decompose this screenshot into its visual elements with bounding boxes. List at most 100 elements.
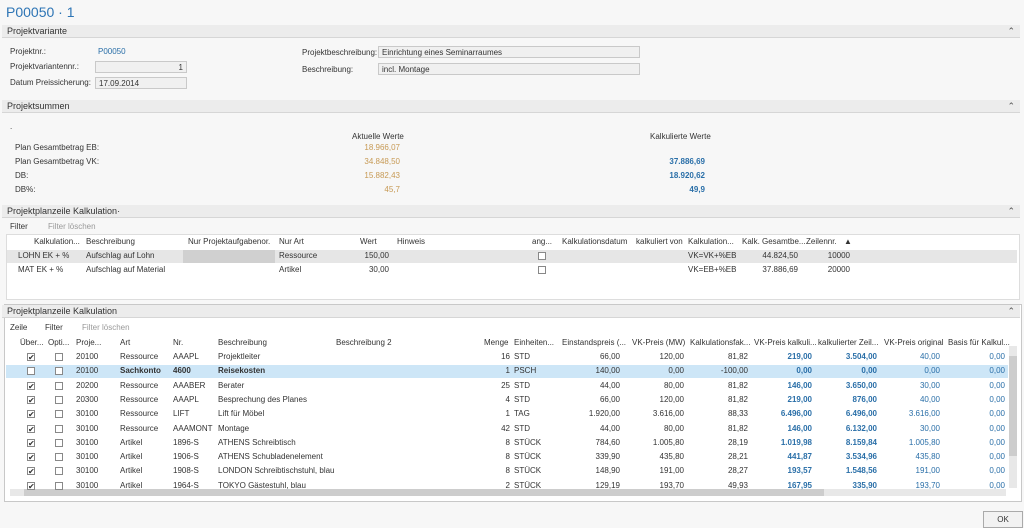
grid-cell: 20300	[76, 394, 99, 404]
checkbox[interactable]	[55, 453, 63, 462]
section-header[interactable]: Projektplanzeile Kalkulation· ⌃	[2, 205, 1020, 218]
checkbox[interactable]	[55, 410, 63, 419]
grid-cell: 0,00	[668, 366, 684, 376]
checkbox[interactable]	[55, 438, 63, 447]
field-link[interactable]: P00050	[98, 47, 126, 56]
toolbar-button[interactable]: Filter löschen	[82, 323, 130, 332]
grid-cell: 30,00	[919, 423, 940, 433]
column-header: Beschreibung	[86, 237, 135, 246]
checkbox[interactable]: ✔	[27, 438, 35, 448]
grid-cell: Artikel	[120, 466, 143, 476]
grid-cell: 876,00	[852, 394, 877, 404]
checkbox[interactable]	[55, 481, 63, 490]
toolbar-button[interactable]: Zeile	[10, 323, 28, 332]
grid-cell: 81,82	[727, 352, 748, 361]
column-header: Nur Projektaufgabenor.	[188, 237, 271, 246]
ok-button[interactable]: OK	[983, 511, 1023, 528]
column-header: VK-Preis original	[884, 338, 944, 347]
checkbox[interactable]	[55, 424, 63, 433]
grid-cell: 6.496,00	[780, 409, 812, 419]
section-header[interactable]: Projektsummen ⌃	[2, 100, 1020, 113]
grid-cell: Ressource	[120, 394, 159, 404]
sum-calculated: 37.886,69	[669, 157, 705, 166]
toolbar-button[interactable]: Filter	[10, 222, 28, 231]
grid-cell: 20200	[76, 380, 99, 390]
grid-cell: 1.920,00	[588, 409, 620, 419]
checkbox[interactable]	[55, 381, 63, 390]
grid-cell: 81,82	[727, 380, 748, 390]
grid-cell: 129,19	[595, 480, 620, 490]
toolbar-button[interactable]: Filter	[45, 323, 63, 332]
grid-cell: 0,00	[989, 452, 1005, 462]
column-header: Einheiten...	[514, 338, 555, 347]
checkbox[interactable]: ✔	[27, 353, 35, 362]
grid-cell: 191,00	[915, 466, 940, 476]
grid-cell: 3.616,00	[652, 409, 684, 419]
grid-cell: Ressource	[120, 423, 159, 433]
field-value: 17.09.2014	[95, 77, 187, 89]
grid-cell: 1896-S	[173, 437, 199, 447]
toolbar-button[interactable]: Filter löschen	[48, 222, 96, 231]
grid-cell: 191,00	[659, 466, 684, 476]
sum-current: 15.882,43	[364, 171, 400, 180]
checkbox[interactable]: ✔	[27, 467, 35, 477]
column-header: Nr.	[173, 338, 184, 347]
checkbox[interactable]	[55, 467, 63, 476]
checkbox[interactable]	[538, 252, 546, 260]
grid-cell: Aufschlag auf Lohn	[86, 251, 155, 260]
grid-cell: VK=VK+%EB	[688, 251, 737, 260]
grid-cell: 0,00	[989, 352, 1005, 361]
grid-cell: 1.005,80	[652, 437, 684, 447]
grid-cell: 66,00	[599, 394, 620, 404]
grid-cell: TOKYO Gästestuhl, blau	[218, 480, 306, 490]
grid-cell: 20100	[76, 366, 99, 376]
section-title: Projektplanzeile Kalkulation·	[7, 206, 121, 216]
grid-cell: 120,00	[659, 352, 684, 361]
checkbox[interactable]: ✔	[27, 381, 35, 391]
grid-cell: 4	[505, 394, 510, 404]
section-title: Projektvariante	[7, 26, 68, 36]
column-header: Beschreibung	[218, 338, 267, 347]
grid-cell: 140,00	[595, 366, 620, 376]
column-header: Einstandspreis (...	[562, 338, 627, 347]
grid-cell: Artikel	[120, 437, 143, 447]
grid-cell: ATHENS Schubladenelement	[218, 452, 323, 462]
checkbox[interactable]: ✔	[27, 481, 35, 491]
checkbox[interactable]: ✔	[27, 424, 35, 434]
column-header: Proje...	[76, 338, 102, 347]
checkbox[interactable]: ✔	[27, 410, 35, 420]
grid-cell: STÜCK	[514, 452, 542, 462]
grid-cell: STD	[514, 394, 530, 404]
grid-cell: 150,00	[364, 251, 389, 260]
grid-cell: 6.496,00	[845, 409, 877, 419]
checkbox[interactable]	[55, 395, 63, 404]
checkbox[interactable]	[27, 367, 35, 376]
grid-cell: Ressource	[279, 251, 318, 260]
sum-current: 34.848,50	[364, 157, 400, 166]
grid-cell: LOHN EK + %	[18, 251, 70, 260]
grid-cell: 8	[505, 466, 510, 476]
column-header: Aktuelle Werte	[352, 132, 404, 141]
checkbox[interactable]: ✔	[27, 453, 35, 463]
column-header: Zeilennr.	[806, 237, 837, 246]
column-header: Opti...	[48, 338, 70, 347]
grid-cell: 30100	[76, 437, 99, 447]
section-header[interactable]: Projektplanzeile Kalkulation ⌃	[2, 305, 1020, 318]
grid-cell: Artikel	[120, 480, 143, 490]
h-scrollbar	[10, 489, 1006, 496]
checkbox[interactable]	[538, 266, 546, 274]
section-title: Projektsummen	[7, 101, 70, 111]
checkbox[interactable]	[55, 367, 63, 376]
grid-cell: 4600	[173, 366, 191, 376]
grid-cell: 66,00	[599, 352, 620, 361]
grid-cell: 219,00	[787, 394, 812, 404]
checkbox[interactable]: ✔	[27, 395, 35, 405]
grid-cell: 16	[501, 352, 510, 361]
grid-cell: PSCH	[514, 366, 537, 376]
grid-cell: 1	[505, 409, 510, 419]
grid-cell: 40,00	[919, 352, 940, 361]
grid-cell: 0,00	[924, 366, 940, 376]
section-header[interactable]: Projektvariante ⌃	[2, 25, 1020, 38]
checkbox[interactable]	[55, 353, 63, 361]
v-scrollbar	[1009, 346, 1017, 488]
